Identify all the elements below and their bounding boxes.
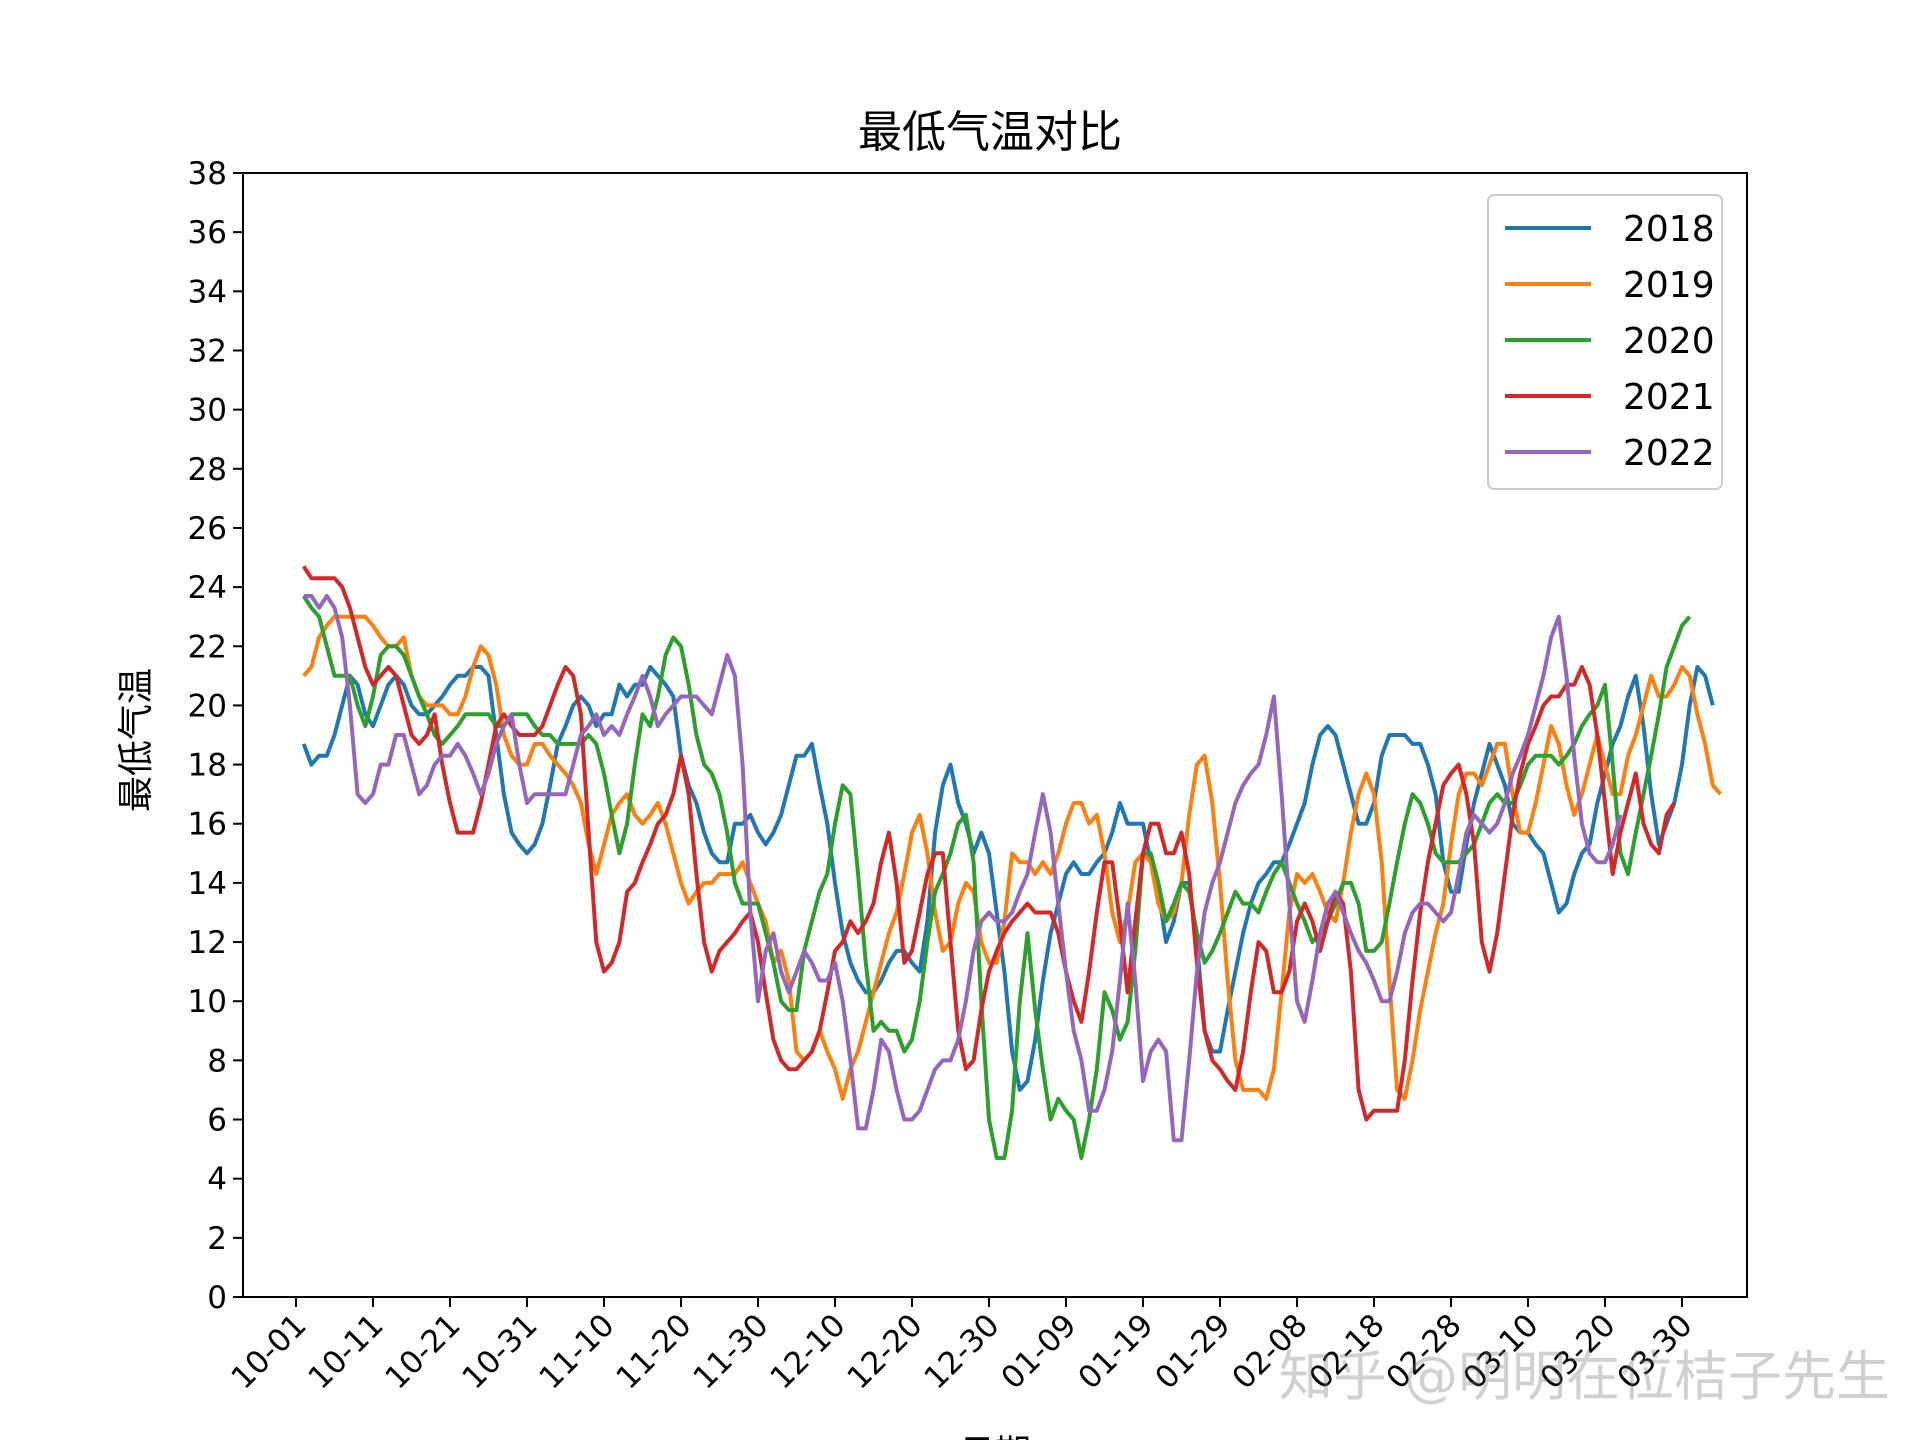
series-line-2019 — [302, 614, 1723, 1101]
y-tick-label: 36 — [188, 215, 227, 251]
y-tick-label: 2 — [207, 1221, 227, 1257]
y-tick-label: 20 — [188, 688, 227, 724]
legend-label: 2022 — [1623, 433, 1715, 474]
y-tick-label: 16 — [188, 807, 227, 843]
series-line-2020 — [302, 594, 1692, 1160]
y-tick-label: 14 — [188, 866, 227, 902]
y-tick-label: 24 — [188, 570, 227, 606]
y-tick-label: 34 — [188, 274, 227, 310]
y-tick-label: 0 — [207, 1280, 227, 1316]
plot-frame — [242, 172, 1748, 1298]
legend-label: 2018 — [1623, 209, 1715, 250]
legend-label: 2019 — [1623, 265, 1715, 306]
y-tick-label: 6 — [207, 1103, 227, 1139]
legend: 2018 2019 2020 2021 2022 — [1487, 194, 1723, 490]
y-tick-label: 10 — [188, 984, 227, 1020]
y-tick-label: 32 — [188, 333, 227, 369]
chart-title: 最低气温对比 — [858, 107, 1122, 158]
legend-label: 2021 — [1623, 377, 1715, 418]
y-axis-label: 最低气温 — [116, 668, 157, 812]
y-tick-label: 4 — [207, 1162, 227, 1198]
watermark: 知乎 @明明在位桔子先生 — [1279, 1345, 1890, 1408]
series-line-2022 — [303, 594, 1623, 1143]
y-tick-label: 26 — [188, 511, 227, 547]
y-tick-label: 28 — [188, 452, 227, 488]
y-tick-label: 38 — [188, 156, 227, 192]
y-tick-label: 18 — [188, 748, 227, 784]
y-tick-label: 22 — [188, 629, 227, 665]
y-tick-label: 30 — [188, 393, 227, 429]
series-lines — [301, 565, 1723, 1160]
x-axis-label: 日期 — [959, 1433, 1031, 1440]
series-line-2021 — [302, 565, 1676, 1122]
legend-box — [1487, 194, 1723, 490]
y-tick-label: 12 — [188, 925, 227, 961]
y-tick-label: 8 — [207, 1043, 227, 1079]
legend-label: 2020 — [1623, 321, 1715, 362]
